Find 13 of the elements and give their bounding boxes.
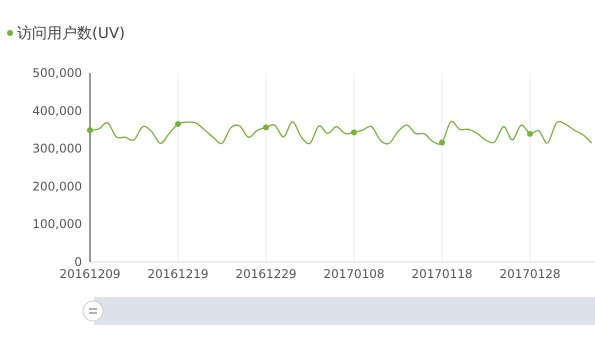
y-tick-label: 400,000 <box>32 104 82 118</box>
y-tick-label: 300,000 <box>32 142 82 156</box>
y-tick-label: 200,000 <box>32 179 82 194</box>
y-tick-label: 500,000 <box>32 66 82 80</box>
x-tick-label: 20161209 <box>59 267 121 281</box>
y-tick-label: 0 <box>74 255 82 269</box>
legend-label: 访问用户数(UV) <box>17 24 125 42</box>
x-tick-label: 20170108 <box>323 267 385 281</box>
x-tick-label: 20161219 <box>147 267 209 281</box>
x-tick-label: 20161229 <box>235 267 297 281</box>
x-tick-label: 20170118 <box>411 267 473 281</box>
y-tick-label: 100,000 <box>32 217 82 232</box>
x-tick-label: 20170128 <box>499 267 561 281</box>
